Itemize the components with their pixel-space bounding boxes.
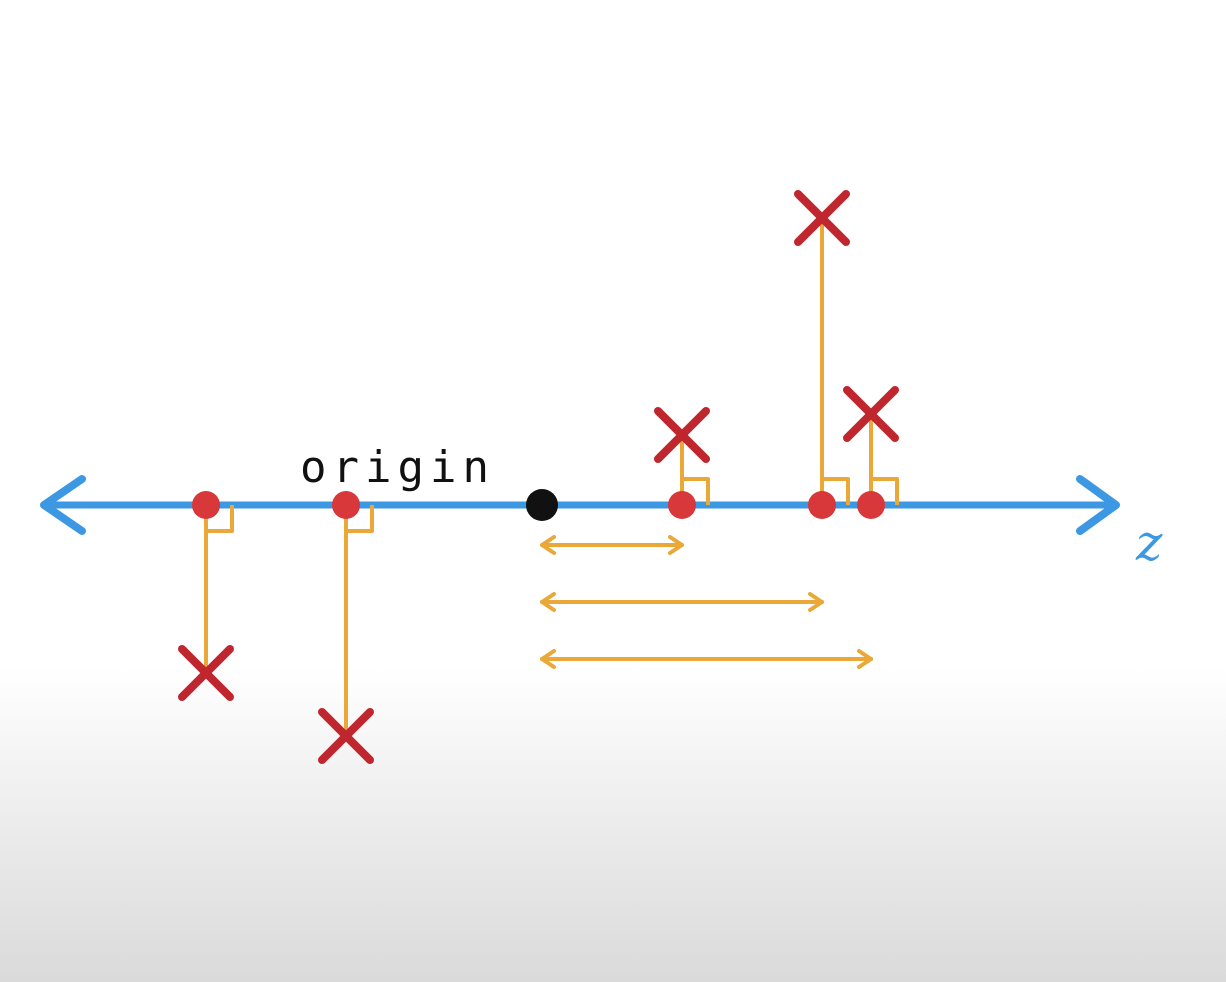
point-marker-stroke-b-p5 [843, 386, 899, 442]
projected-point-p2 [332, 491, 360, 519]
axis-arrowhead-left [40, 475, 86, 535]
point-marker-stroke-b-p4 [794, 190, 850, 246]
point-marker-stroke-b-p1 [178, 645, 234, 701]
right-angle-mark-p2 [346, 505, 374, 533]
projected-point-p1 [192, 491, 220, 519]
origin-label: origin [300, 442, 495, 493]
point-marker-stroke-b-p3 [654, 407, 710, 463]
axis-arrowhead-right [1076, 475, 1120, 535]
distance-arrowhead-left-dist-p4 [540, 592, 556, 612]
origin-point [526, 489, 558, 521]
projected-point-p3 [668, 491, 696, 519]
right-angle-mark-p3 [682, 477, 710, 505]
distance-arrows [540, 535, 873, 669]
axis-label-z: z [1135, 514, 1163, 572]
point-marker-stroke-b-p2 [318, 708, 374, 764]
distance-arrowhead-right-dist-p4 [808, 592, 824, 612]
right-angle-mark-p1 [206, 505, 234, 533]
data-points [178, 190, 899, 764]
projected-point-p4 [808, 491, 836, 519]
distance-arrowhead-left-dist-p3 [540, 535, 556, 555]
distance-arrowhead-right-dist-p5 [857, 649, 873, 669]
distance-arrowhead-left-dist-p5 [540, 649, 556, 669]
projected-point-p5 [857, 491, 885, 519]
right-angle-mark-p5 [871, 477, 899, 505]
projection-lines [204, 216, 899, 738]
right-angle-mark-p4 [822, 477, 850, 505]
distance-arrowhead-right-dist-p3 [668, 535, 684, 555]
z-axis [40, 475, 1120, 535]
